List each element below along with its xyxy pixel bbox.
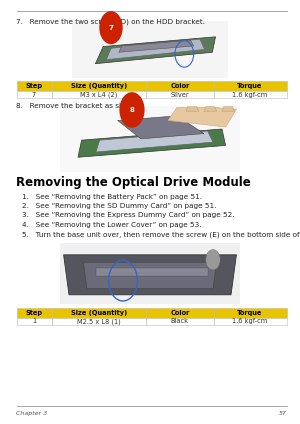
Polygon shape: [64, 255, 236, 295]
Text: 5.   Turn the base unit over, then remove the screw (E) on the bottom side of th: 5. Turn the base unit over, then remove …: [22, 231, 300, 237]
Polygon shape: [222, 107, 235, 111]
Bar: [60, 243, 240, 304]
Bar: [214, 91, 286, 98]
Text: Torque: Torque: [237, 310, 263, 316]
Bar: [146, 91, 214, 98]
Text: Torque: Torque: [237, 83, 263, 89]
Polygon shape: [106, 39, 205, 60]
Text: 7: 7: [32, 92, 36, 98]
Text: M3 x L4 (2): M3 x L4 (2): [80, 91, 118, 98]
Polygon shape: [204, 107, 217, 111]
Bar: [52, 308, 146, 318]
Text: Step: Step: [26, 83, 43, 89]
Bar: [146, 318, 214, 325]
Bar: [16, 318, 52, 325]
Bar: [146, 81, 214, 91]
Text: Removing the Optical Drive Module: Removing the Optical Drive Module: [16, 176, 251, 189]
Text: 7.   Remove the two screws (D) on the HDD bracket.: 7. Remove the two screws (D) on the HDD …: [16, 19, 206, 25]
Circle shape: [99, 11, 123, 44]
Text: 1.   See “Removing the Battery Pack” on page 51.: 1. See “Removing the Battery Pack” on pa…: [22, 194, 203, 200]
Circle shape: [119, 92, 145, 128]
Bar: [52, 91, 146, 98]
Bar: [16, 91, 52, 98]
Bar: [214, 308, 286, 318]
Circle shape: [206, 250, 220, 270]
Polygon shape: [168, 107, 236, 127]
Text: Silver: Silver: [170, 92, 189, 98]
Polygon shape: [83, 262, 217, 289]
Bar: [214, 318, 286, 325]
Text: 8: 8: [130, 107, 134, 113]
Text: 1.6 kgf-cm: 1.6 kgf-cm: [232, 318, 268, 324]
Bar: [214, 81, 286, 91]
Text: Color: Color: [170, 310, 190, 316]
Polygon shape: [96, 131, 213, 152]
Bar: [52, 81, 146, 91]
Bar: [52, 318, 146, 325]
Text: Color: Color: [170, 83, 190, 89]
Bar: [60, 106, 240, 172]
Text: 7: 7: [109, 25, 113, 31]
Polygon shape: [95, 37, 215, 64]
Polygon shape: [96, 268, 208, 276]
Text: Size (Quantity): Size (Quantity): [71, 83, 127, 89]
Text: 1.6 kgf-cm: 1.6 kgf-cm: [232, 92, 268, 98]
Polygon shape: [119, 40, 194, 52]
Polygon shape: [118, 116, 204, 139]
Bar: [16, 308, 52, 318]
Polygon shape: [78, 129, 226, 157]
Polygon shape: [186, 107, 199, 111]
Text: 8.   Remove the bracket as shown.: 8. Remove the bracket as shown.: [16, 103, 141, 109]
Text: M2.5 x L8 (1): M2.5 x L8 (1): [77, 318, 121, 325]
Text: 3.   See “Removing the Express Dummy Card” on page 52.: 3. See “Removing the Express Dummy Card”…: [22, 212, 235, 218]
Text: 1: 1: [32, 318, 36, 324]
Bar: [16, 81, 52, 91]
Text: Black: Black: [171, 318, 189, 324]
Bar: [146, 308, 214, 318]
Text: 4.   See “Removing the Lower Cover” on page 53.: 4. See “Removing the Lower Cover” on pag…: [22, 222, 202, 228]
Text: 2.   See “Removing the SD Dummy Card” on page 51.: 2. See “Removing the SD Dummy Card” on p…: [22, 203, 217, 209]
Text: Chapter 3: Chapter 3: [16, 411, 48, 416]
Text: Step: Step: [26, 310, 43, 316]
Text: Size (Quantity): Size (Quantity): [71, 310, 127, 316]
Text: 57: 57: [278, 411, 286, 416]
Bar: [72, 21, 228, 78]
